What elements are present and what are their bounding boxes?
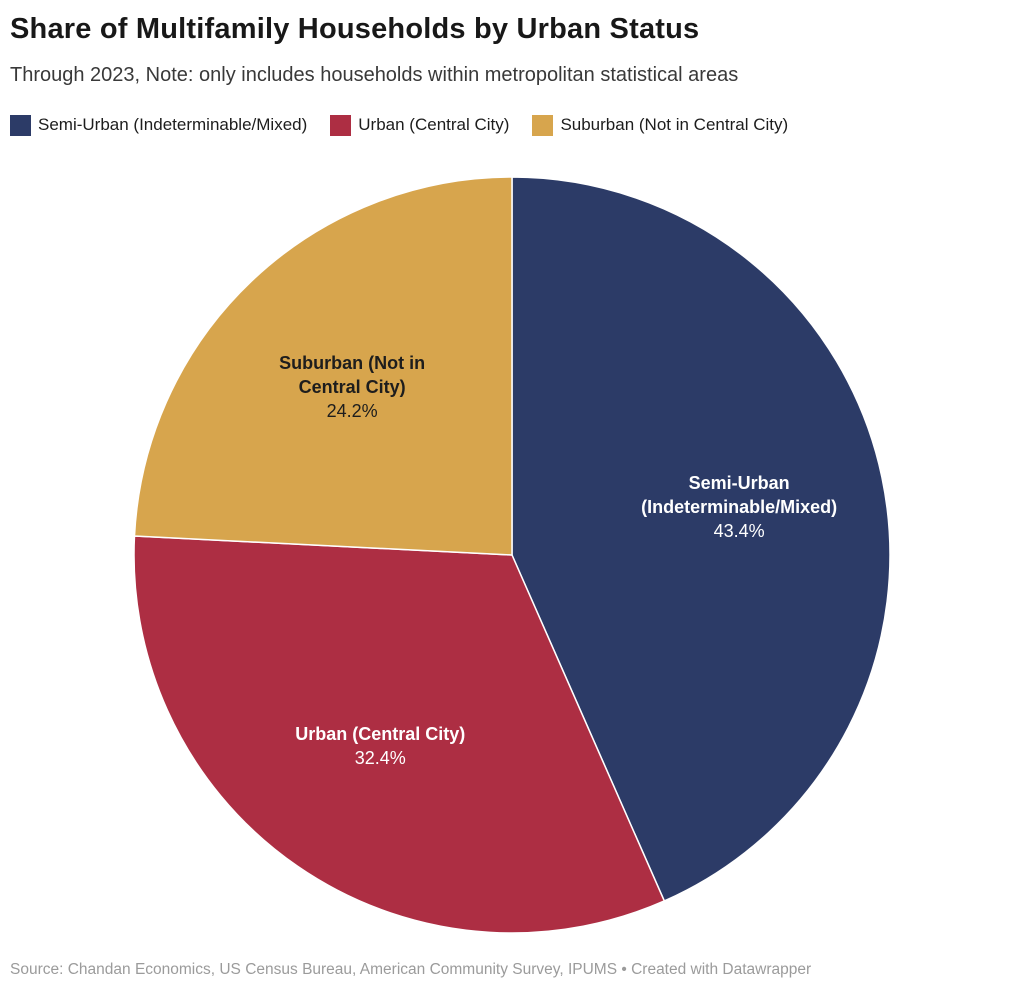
chart-subtitle: Through 2023, Note: only includes househ… <box>10 63 739 86</box>
pie-chart-area: Semi-Urban (Indeterminable/Mixed) 43.4% Urb… <box>0 148 1024 960</box>
chart-title: Share of Multifamily Households by Urban… <box>10 13 700 45</box>
legend-swatch <box>10 114 31 136</box>
chart-header: Share of Multifamily Households by Urban… <box>0 0 1024 136</box>
pie-slice[interactable] <box>133 176 513 556</box>
source-text: Source: Chandan Economics, US Census Bur… <box>10 961 812 978</box>
pie-slice[interactable] <box>511 176 891 902</box>
legend-label: Urban (Central City) <box>358 115 510 135</box>
legend-item: Urban (Central City) <box>330 114 510 136</box>
legend-item: Suburban (Not in Central City) <box>532 114 789 136</box>
chart-footer: Source: Chandan Economics, US Census Bur… <box>10 961 1014 979</box>
legend-label: Suburban (Not in Central City) <box>560 115 789 135</box>
legend-swatch <box>532 114 554 136</box>
legend: Semi-Urban (Indeterminable/Mixed) Urban (… <box>10 114 1014 136</box>
legend-label: Semi-Urban (Indeterminable/Mixed) <box>38 115 308 135</box>
pie-slice[interactable] <box>133 535 666 934</box>
legend-item: Semi-Urban (Indeterminable/Mixed) <box>10 114 308 136</box>
pie-chart: Semi-Urban (Indeterminable/Mixed) 43.4%Urb… <box>133 176 891 934</box>
legend-swatch <box>330 114 352 136</box>
